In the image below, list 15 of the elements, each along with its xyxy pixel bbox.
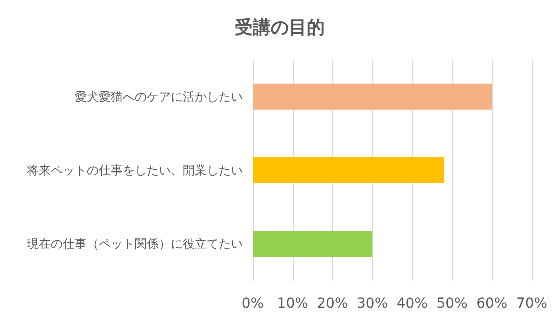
- x-tick-label: 70%: [516, 296, 548, 312]
- bar: [253, 84, 492, 110]
- x-tick-label: 40%: [396, 296, 428, 312]
- x-tick-label: 60%: [476, 296, 508, 312]
- chart-title: 受講の目的: [235, 18, 325, 38]
- x-tick-label: 50%: [436, 296, 468, 312]
- y-tick-label: 現在の仕事（ペット関係）に役立てたい: [27, 237, 243, 252]
- x-tick-label: 10%: [277, 296, 308, 312]
- y-tick-label: 将来ペットの仕事をしたい、開業したい: [26, 164, 243, 178]
- x-tick-label: 30%: [357, 296, 388, 312]
- y-tick-label: 愛犬愛猫へのケアに活かしたい: [75, 90, 243, 104]
- x-tick-label: 0%: [242, 296, 264, 312]
- bar: [253, 158, 444, 184]
- bar: [253, 231, 373, 258]
- x-tick-label: 20%: [317, 296, 348, 312]
